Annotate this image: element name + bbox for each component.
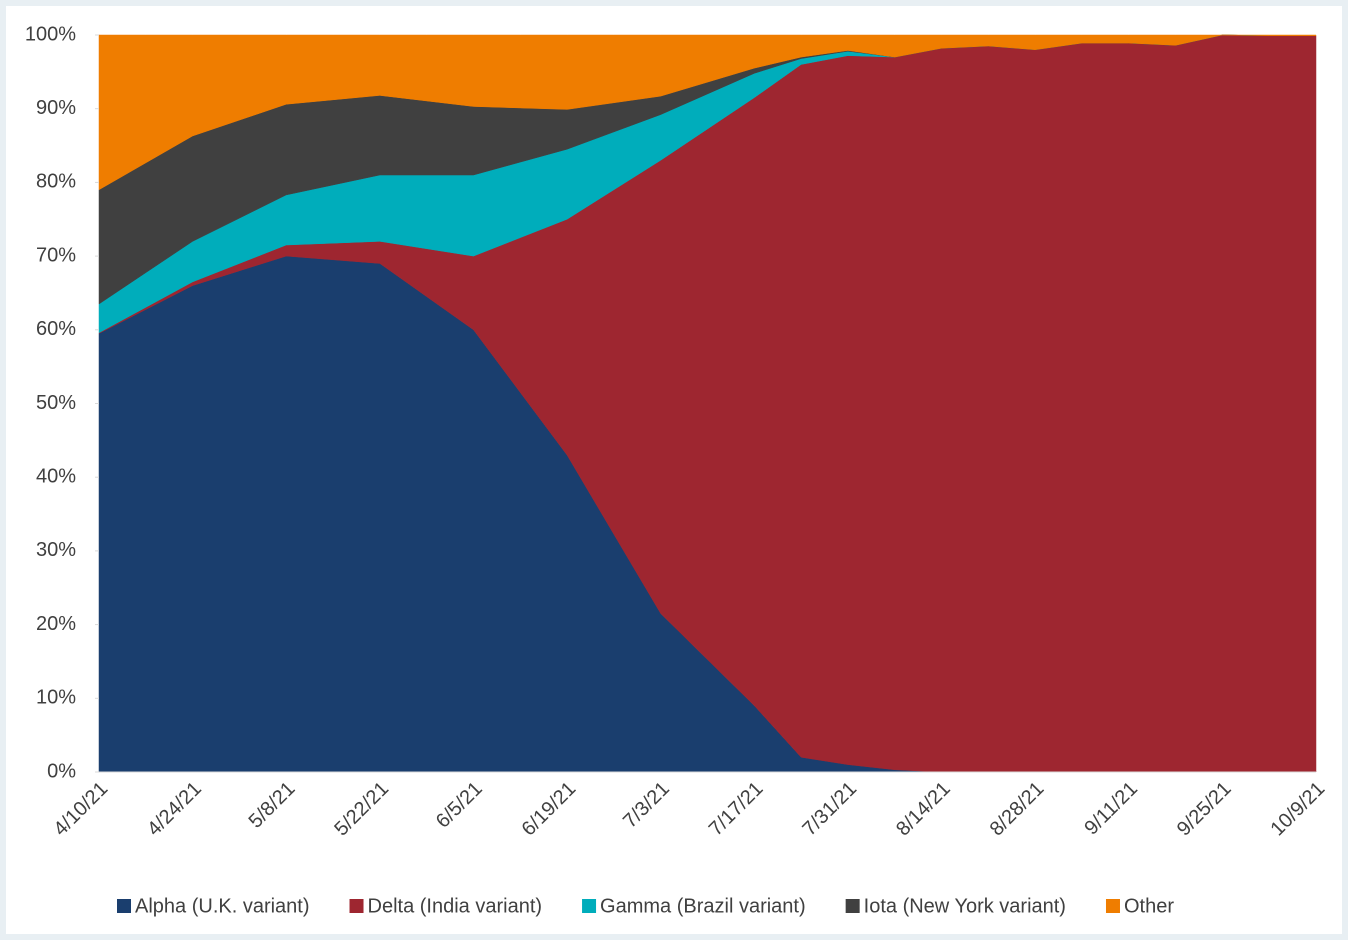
legend-label: Delta (India variant) bbox=[368, 895, 543, 917]
y-tick-label: 40% bbox=[36, 465, 76, 487]
legend-label: Other bbox=[1124, 895, 1174, 917]
area bbox=[98, 34, 1317, 191]
y-tick-label: 50% bbox=[36, 392, 76, 414]
legend-swatch bbox=[845, 899, 860, 913]
legend-label: Alpha (U.K. variant) bbox=[135, 895, 310, 917]
legend-swatch bbox=[349, 899, 364, 913]
y-tick-label: 90% bbox=[36, 97, 76, 119]
legend-label: Gamma (Brazil variant) bbox=[600, 895, 806, 917]
y-tick-label: 100% bbox=[25, 23, 76, 45]
y-tick-label: 60% bbox=[36, 318, 76, 340]
legend-swatch bbox=[1105, 899, 1120, 913]
y-tick-label: 0% bbox=[47, 760, 76, 782]
y-tick-label: 20% bbox=[36, 613, 76, 635]
y-tick-label: 80% bbox=[36, 171, 76, 193]
legend-swatch bbox=[117, 899, 131, 913]
y-tick-label: 10% bbox=[36, 687, 76, 709]
legend-swatch bbox=[582, 899, 597, 913]
legend-label: Iota (New York variant) bbox=[864, 895, 1066, 917]
y-tick-label: 70% bbox=[36, 244, 76, 266]
y-tick-label: 30% bbox=[36, 539, 76, 561]
